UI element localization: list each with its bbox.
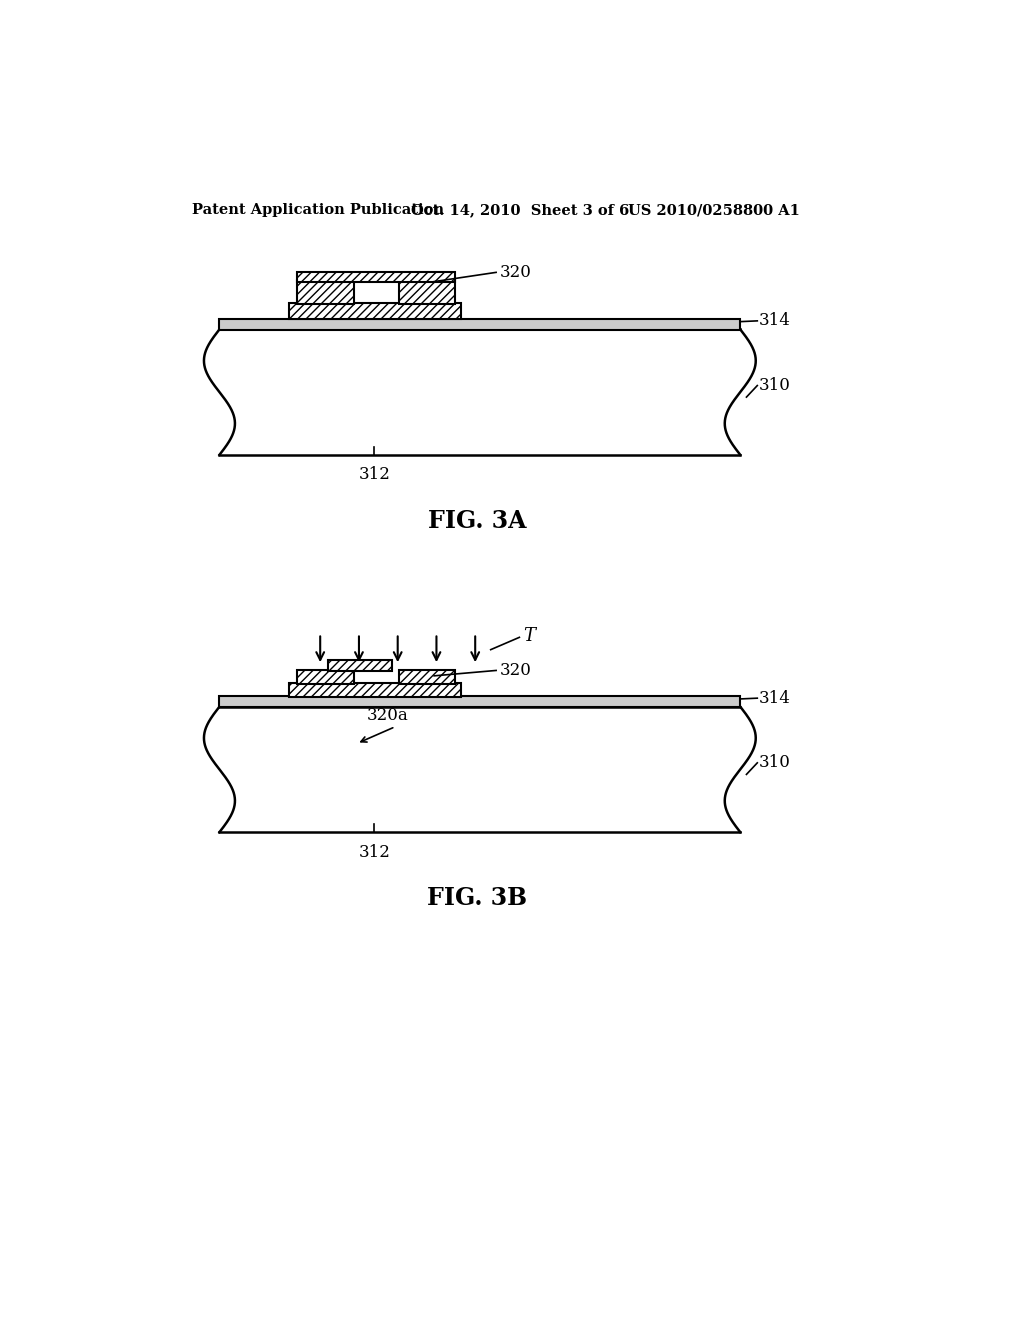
Text: 312: 312 xyxy=(358,466,390,483)
Text: US 2010/0258800 A1: US 2010/0258800 A1 xyxy=(628,203,800,216)
Text: 314: 314 xyxy=(759,313,791,330)
Bar xyxy=(219,696,740,708)
Text: Patent Application Publication: Patent Application Publication xyxy=(191,203,443,216)
Bar xyxy=(289,304,461,319)
Bar xyxy=(297,671,354,684)
Bar xyxy=(399,280,455,304)
Text: T: T xyxy=(523,627,536,644)
Text: FIG. 3A: FIG. 3A xyxy=(427,508,526,533)
Text: 314: 314 xyxy=(759,689,791,706)
Polygon shape xyxy=(204,706,756,832)
Polygon shape xyxy=(204,330,756,455)
Text: FIG. 3B: FIG. 3B xyxy=(427,886,526,909)
Bar xyxy=(289,682,461,697)
Text: 320: 320 xyxy=(500,264,531,281)
Bar xyxy=(297,272,455,281)
Text: 310: 310 xyxy=(759,378,791,395)
Text: 320a: 320a xyxy=(367,708,409,725)
Bar xyxy=(219,318,740,330)
Text: 320: 320 xyxy=(500,661,531,678)
Bar xyxy=(399,671,455,684)
Text: 310: 310 xyxy=(759,754,791,771)
Text: Oct. 14, 2010  Sheet 3 of 6: Oct. 14, 2010 Sheet 3 of 6 xyxy=(411,203,629,216)
Bar xyxy=(328,660,391,671)
Text: 312: 312 xyxy=(358,843,390,861)
Bar xyxy=(297,280,354,304)
